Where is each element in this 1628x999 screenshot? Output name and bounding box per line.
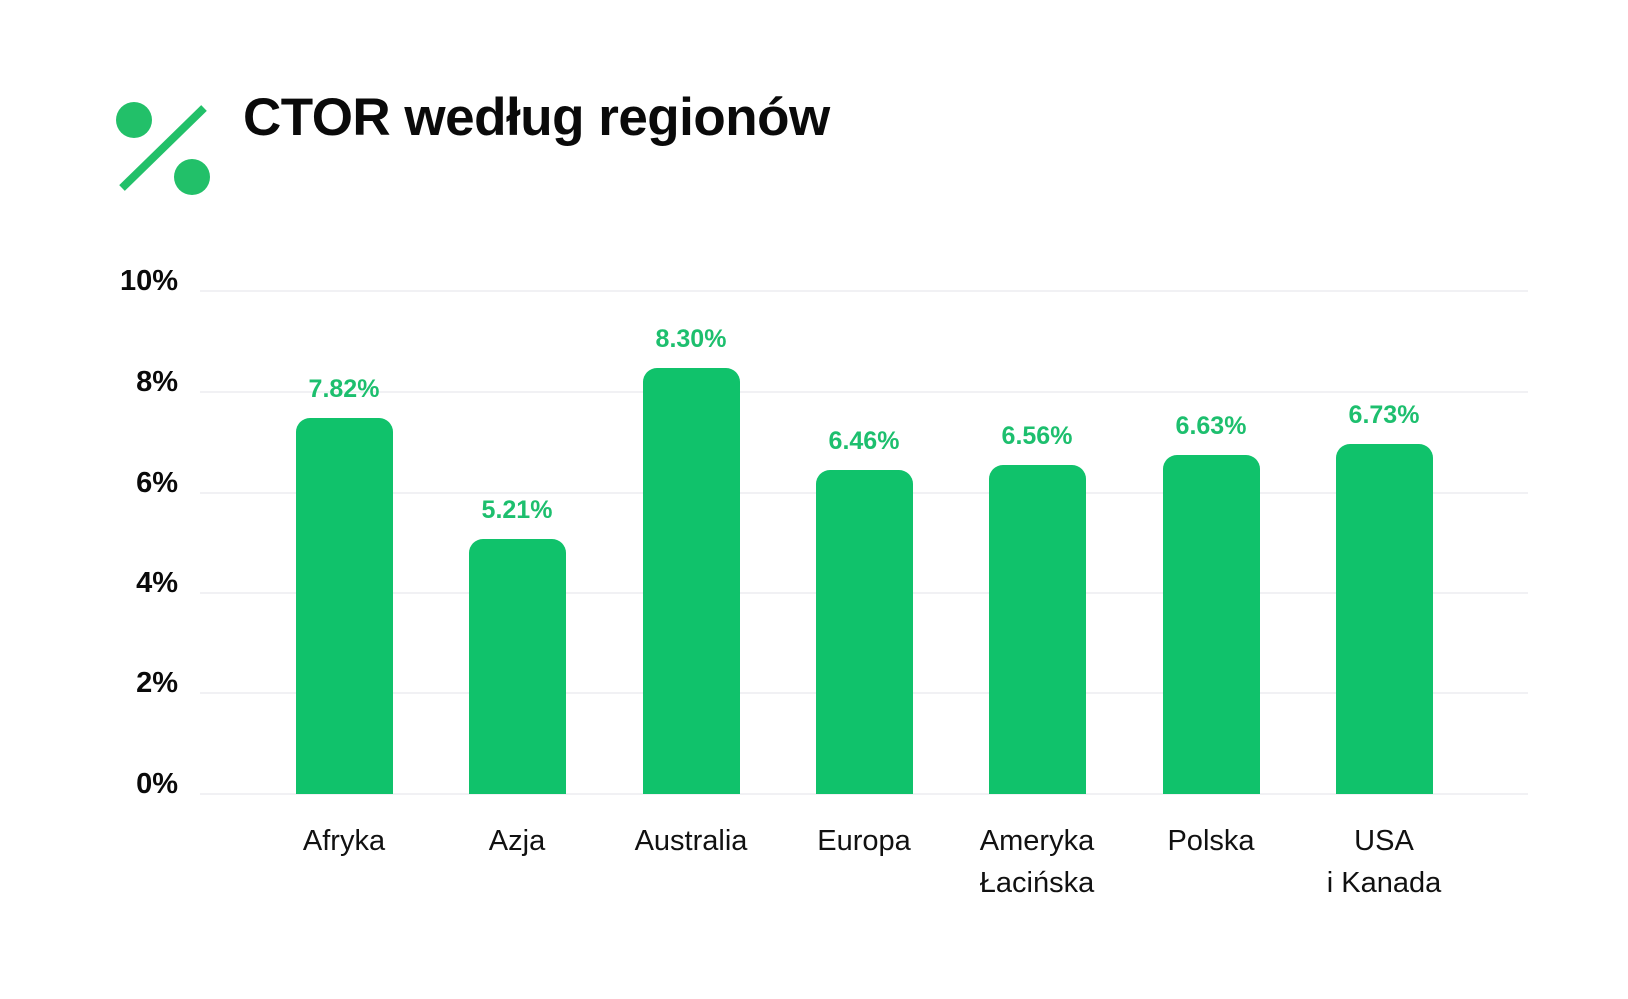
- x-label-line: Azja: [488, 825, 546, 857]
- value-label: 6.63%: [1175, 412, 1247, 440]
- y-tick-label: 0%: [136, 768, 178, 800]
- x-label-line: Ameryka: [979, 825, 1095, 857]
- gridline-10: [200, 290, 1528, 292]
- y-tick-label: 10%: [119, 265, 178, 297]
- x-tick-label: Europa: [764, 820, 964, 862]
- x-label-line: Europa: [817, 825, 911, 857]
- bar-azja: [469, 539, 566, 794]
- y-tick-label: 2%: [136, 667, 178, 699]
- value-label: 5.21%: [481, 496, 553, 524]
- x-tick-label: Azja: [417, 820, 617, 862]
- page-title: CTOR według regionów: [243, 88, 830, 147]
- value-label: 6.56%: [1001, 422, 1073, 450]
- x-tick-label: Australia: [591, 820, 791, 862]
- bar-usa-kanada: [1336, 444, 1433, 794]
- x-label-line: Łacińska: [979, 867, 1095, 899]
- y-tick-label: 8%: [136, 366, 178, 398]
- y-tick-label: 4%: [136, 567, 178, 599]
- gridline-0: [200, 793, 1528, 795]
- bar-polska: [1163, 455, 1260, 794]
- value-label: 6.73%: [1348, 401, 1420, 429]
- value-label: 8.30%: [655, 325, 727, 353]
- gridline-8: [200, 391, 1528, 393]
- x-label-line: i Kanada: [1326, 867, 1442, 899]
- value-label: 6.46%: [828, 427, 900, 455]
- x-tick-label: Ameryka Łacińska: [937, 820, 1137, 904]
- bar-europa: [816, 470, 913, 794]
- x-label-line: Afryka: [302, 825, 386, 857]
- x-tick-label: Polska: [1111, 820, 1311, 862]
- percent-icon: [116, 102, 210, 195]
- x-label-line: Australia: [634, 825, 748, 857]
- x-tick-label: USA i Kanada: [1284, 820, 1484, 904]
- y-tick-label: 6%: [136, 467, 178, 499]
- bar-ameryka-lacinska: [989, 465, 1086, 794]
- bar-afryka: [296, 418, 393, 794]
- bar-australia: [643, 368, 740, 794]
- value-label: 7.82%: [308, 375, 380, 403]
- x-label-line: Polska: [1167, 825, 1255, 857]
- x-tick-label: Afryka: [244, 820, 444, 862]
- x-label-line: USA: [1354, 825, 1414, 857]
